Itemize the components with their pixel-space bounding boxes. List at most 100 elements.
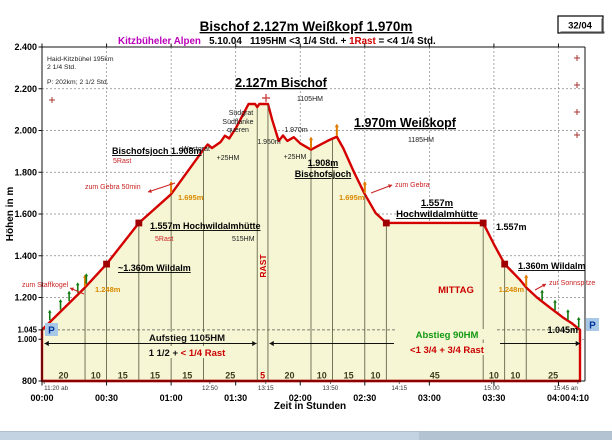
annotation-1-970m: 1.970m (284, 127, 308, 134)
segment-duration-label: 15 (118, 371, 128, 381)
x-tick-label: 02:00 (289, 393, 312, 403)
chart-subtitle: Kitzbüheler Alpen 5.10.04 1195HM <3 1/4 … (118, 36, 436, 47)
segment-duration-label: 10 (91, 371, 101, 381)
annotation-1-045m: 1.045m (547, 325, 578, 335)
annotation-bg (140, 346, 234, 358)
x-tick-label: 04:00 (547, 393, 570, 403)
annotation-zum-staffkogel: zum Staffkogel (22, 282, 69, 289)
annotation-hochwildalmh-tte: Hochwildalmhütte (396, 209, 478, 220)
annotation-1-557m-hochwildalmh-tte: 1.557m Hochwildalmhütte (150, 221, 261, 231)
annotation-1-695m: 1.695m (339, 193, 365, 202)
arrow-head (575, 340, 580, 347)
arrow-head (148, 188, 152, 193)
annotation-zum-gebra: zum Gebra (395, 182, 430, 189)
annotation-1-695m: 1.695m (178, 193, 204, 202)
info-line-1: Haid-Kitzbühel 195km (47, 56, 114, 63)
y-tick-label: 2.200 (14, 84, 37, 94)
x-tick-label: 03:30 (482, 393, 505, 403)
arrow-head (524, 274, 529, 278)
parking-marker-box (586, 318, 599, 331)
annotation-bischofsjoch: Bischofsjoch (295, 169, 352, 179)
segment-duration-label: 10 (510, 371, 520, 381)
annotation-1-248m: 1.248m (499, 285, 525, 294)
annotation-s-dflanke: Südflanke (222, 119, 253, 126)
annotation-1-557m: 1.557m (421, 198, 453, 209)
arrow-head (47, 309, 52, 313)
x-tick-label: 01:30 (224, 393, 247, 403)
y-tick-label: 1.800 (14, 167, 37, 177)
arrow-head (84, 273, 89, 277)
annotation-1185hm: 1185HM (408, 137, 434, 144)
region-label: Kitzbüheler Alpen (118, 36, 201, 47)
annotation-bg (140, 332, 234, 343)
annotation-westgrat: Westgrat (182, 146, 210, 153)
annotation-queren: queren (227, 127, 249, 134)
annotation-rast: RAST (258, 254, 268, 278)
y-tick-label: 1.200 (14, 293, 37, 303)
date-label: 5.10.04 (209, 36, 242, 47)
segment-duration-label: 15 (344, 371, 354, 381)
arrow-head (308, 136, 314, 141)
annotation-2-127m-bischof: 2.127m Bischof (235, 76, 328, 90)
plot-area: 20 10 15 15 15 25 5 20 10 15 10 45 10 10 25 Bischofsjoc… (14, 42, 599, 403)
y-axis-title: Höhen in m (5, 187, 16, 242)
clock-label: 15:45 an (553, 385, 578, 392)
x-tick-label: 4:10 (571, 393, 589, 403)
annotation-zum-gebra-50min: zum Gebra 50min (85, 184, 141, 191)
parking-marker-label: P (589, 321, 596, 332)
y-tick-label: 1.600 (14, 209, 37, 219)
arrow-head (75, 282, 80, 286)
arrow-head (269, 340, 274, 347)
arrow-head (566, 309, 570, 313)
red-square-marker (135, 219, 143, 227)
arrow-head (58, 299, 63, 303)
clock-label: 12:50 (202, 385, 218, 392)
annotation-1-557m: 1.557m (496, 222, 527, 232)
annotation-5rast: 5Rast (155, 236, 173, 243)
y-tick-label: 1.045 (17, 325, 37, 334)
arrow-head (334, 123, 339, 128)
parking-marker-box (45, 323, 58, 336)
annotation--25hm: +25HM (284, 154, 307, 161)
annotation-bg (397, 329, 497, 340)
segment-duration-label: 45 (430, 371, 440, 381)
arrow-head (252, 340, 257, 347)
arrow-head (542, 283, 546, 288)
info-line-3: P: 202km; 2 1/2 Std. (47, 79, 109, 86)
arrow-head (553, 299, 557, 303)
segment-duration-label: 5 (260, 371, 265, 381)
x-axis-title: Zeit in Stunden (274, 401, 346, 412)
segment-duration-label: 10 (489, 371, 499, 381)
annotation--1-3-4-3-4-rast: <1 3/4 + 3/4 Rast (410, 345, 485, 356)
info-line-2: 2 1/4 Std. (47, 64, 76, 71)
segment-duration-label: 15 (150, 371, 160, 381)
annotation-s-dgrat: Südgrat (229, 110, 254, 117)
annotation-5rast: 5Rast (113, 158, 131, 165)
annotation-mittag: MITTAG (438, 285, 474, 296)
arrow-head (388, 184, 392, 189)
segment-duration-label: 25 (225, 371, 235, 381)
red-square-marker (501, 260, 509, 268)
clock-label: 13:15 (258, 385, 274, 392)
annotation-1105hm: 1105HM (297, 96, 323, 103)
arrow-head (576, 316, 581, 320)
zum-gebra-50min-arrow (147, 182, 176, 193)
segment-duration-label: 10 (317, 371, 327, 381)
clock-label: 13:50 (322, 385, 338, 392)
annotation--1-360m-wildalm: ~1.360m Wildalm (118, 263, 191, 273)
arrow-head (44, 340, 49, 347)
red-square-marker (103, 260, 110, 268)
red-square-marker (479, 219, 487, 227)
annotation-1-248m: 1.248m (95, 285, 121, 294)
annotation-mixed: 1 1/2 + < 1/4 Rast (149, 348, 226, 359)
x-tick-label: 00:00 (30, 393, 53, 403)
page-ref-box: 32/04 (557, 15, 605, 34)
x-tick-label: 00:30 (95, 393, 118, 403)
x-tick-label: 03:00 (418, 393, 441, 403)
annotation-aufstieg-1105hm: Aufstieg 1105HM (149, 333, 225, 344)
page-ref: 32/04 (568, 21, 592, 32)
segment-duration-label: 15 (182, 371, 192, 381)
annotation-abstieg-90hm: Abstieg 90HM (416, 330, 479, 341)
arrow-head (70, 287, 74, 292)
red-square-marker (382, 219, 390, 227)
